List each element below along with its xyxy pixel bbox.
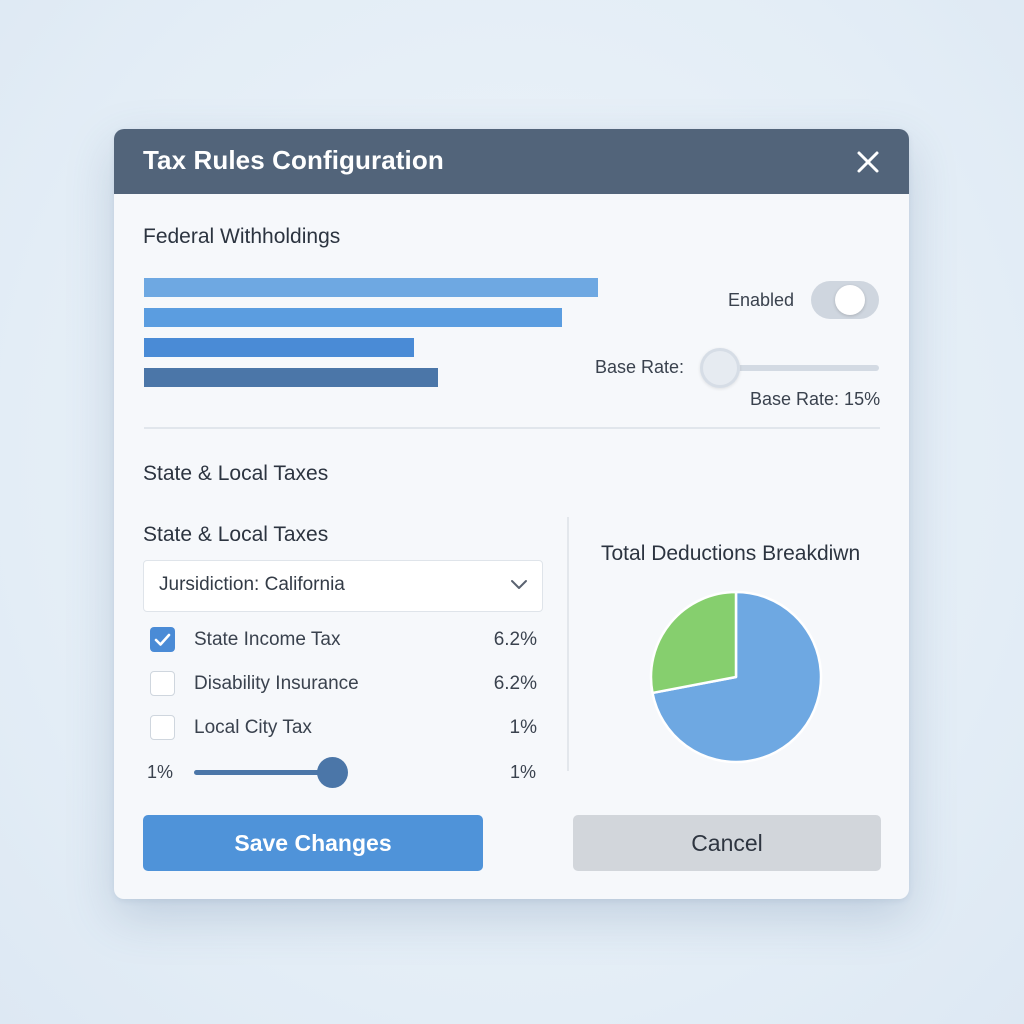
deductions-pie-chart <box>649 590 823 764</box>
local-city-tax-label: Local City Tax <box>194 717 312 738</box>
dialog-titlebar: Tax Rules Configuration <box>114 129 909 194</box>
chevron-down-icon <box>511 580 527 589</box>
enabled-label: Enabled <box>728 290 795 310</box>
slider-max-label: 1% <box>510 762 537 782</box>
base-rate-readout: Base Rate: 15% <box>750 389 881 409</box>
federal-bar <box>144 368 438 387</box>
close-icon-glyph <box>857 151 879 173</box>
federal-section-title: Federal Withholdings <box>143 225 341 248</box>
disability-insurance-label: Disability Insurance <box>194 673 359 694</box>
toggle-knob <box>835 285 865 315</box>
dialog-title: Tax Rules Configuration <box>143 145 444 175</box>
state-income-tax-value: 6.2% <box>493 629 537 650</box>
disability-insurance-value: 6.2% <box>493 673 537 694</box>
city-tax-slider-track[interactable] <box>194 770 334 775</box>
state-section-title: State & Local Taxes <box>143 462 329 485</box>
checkmark-icon <box>154 633 171 646</box>
section-divider <box>144 427 880 429</box>
federal-bar <box>144 308 562 327</box>
pie-slice <box>649 590 738 695</box>
base-rate-slider-track[interactable] <box>708 365 879 371</box>
cancel-button[interactable]: Cancel <box>573 815 881 871</box>
base-rate-label: Base Rate: <box>595 357 685 377</box>
federal-bar <box>144 338 414 357</box>
save-changes-button[interactable]: Save Changes <box>143 815 483 871</box>
jurisdiction-select-value: Jursidiction: California <box>159 574 345 595</box>
vertical-divider <box>567 517 569 771</box>
local-city-tax-checkbox[interactable] <box>150 715 175 740</box>
jurisdiction-select[interactable]: Jursidiction: California <box>143 560 543 612</box>
enabled-toggle[interactable] <box>811 281 879 319</box>
state-income-tax-checkbox[interactable] <box>150 627 175 652</box>
base-rate-slider-thumb[interactable] <box>700 348 740 388</box>
slider-min-label: 1% <box>147 762 174 782</box>
disability-insurance-checkbox[interactable] <box>150 671 175 696</box>
city-tax-slider-thumb[interactable] <box>317 757 348 788</box>
state-subsection-title: State & Local Taxes <box>143 523 329 546</box>
tax-rules-dialog: Tax Rules Configuration Federal Withhold… <box>114 129 909 899</box>
breakdown-title: Total Deductions Breakdiwn <box>601 542 861 565</box>
state-income-tax-label: State Income Tax <box>194 629 341 650</box>
local-city-tax-value: 1% <box>509 717 537 738</box>
close-icon[interactable] <box>852 146 884 178</box>
federal-bar <box>144 278 598 297</box>
